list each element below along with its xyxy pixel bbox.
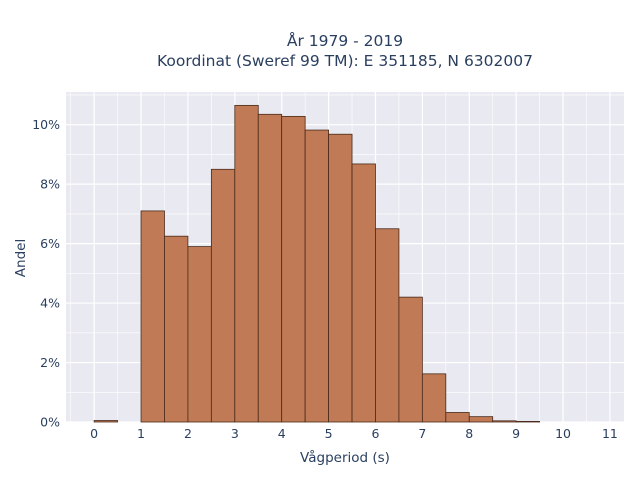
x-tick-label: 7 (418, 426, 426, 441)
histogram-bar (468, 416, 494, 423)
x-tick-label: 10 (555, 426, 571, 441)
y-tick-label: 0% (40, 415, 60, 430)
x-tick-label: 5 (325, 426, 333, 441)
histogram-bar (164, 235, 189, 423)
x-axis-title: Vågperiod (s) (300, 449, 390, 466)
y-axis-title: Andel (13, 239, 29, 277)
x-tick-label: 11 (602, 426, 618, 441)
histogram-bar (257, 113, 283, 423)
histogram-bar (187, 246, 212, 423)
x-tick-label: 1 (137, 426, 145, 441)
histogram-bar (93, 420, 118, 423)
x-tick-label: 8 (465, 426, 473, 441)
histogram-bar (398, 296, 423, 423)
histogram-bar (375, 228, 400, 423)
histogram-bar (234, 104, 259, 423)
x-tick-label: 0 (90, 426, 98, 441)
histogram-bar (445, 412, 470, 423)
y-tick-label: 10% (32, 117, 60, 132)
histogram-bar (140, 210, 165, 423)
y-tick-label: 4% (40, 296, 60, 311)
y-tick-labels: 0% 2% 4% 6% 8% 10% (32, 117, 60, 429)
x-tick-label: 6 (372, 426, 380, 441)
chart-title-line2: Koordinat (Sweref 99 TM): E 351185, N 63… (157, 52, 533, 70)
histogram-bar (351, 163, 376, 423)
y-tick-label: 8% (40, 177, 60, 192)
x-tick-label: 3 (231, 426, 239, 441)
x-tick-label: 2 (184, 426, 192, 441)
histogram-bar (421, 373, 447, 423)
histogram-bar (328, 133, 353, 423)
histogram-bar (492, 420, 517, 423)
x-tick-label: 4 (278, 426, 286, 441)
histogram-bar (304, 129, 329, 423)
x-tick-label: 9 (512, 426, 520, 441)
histogram-bar (281, 115, 306, 423)
y-tick-label: 6% (40, 236, 60, 251)
x-tick-labels: 0 1 2 3 4 5 6 7 8 9 10 11 (90, 426, 618, 441)
histogram-bar (515, 421, 540, 423)
y-tick-label: 2% (40, 355, 60, 370)
bars (93, 104, 540, 423)
chart-title-line1: År 1979 - 2019 (287, 31, 403, 50)
histogram-bar (210, 168, 236, 423)
